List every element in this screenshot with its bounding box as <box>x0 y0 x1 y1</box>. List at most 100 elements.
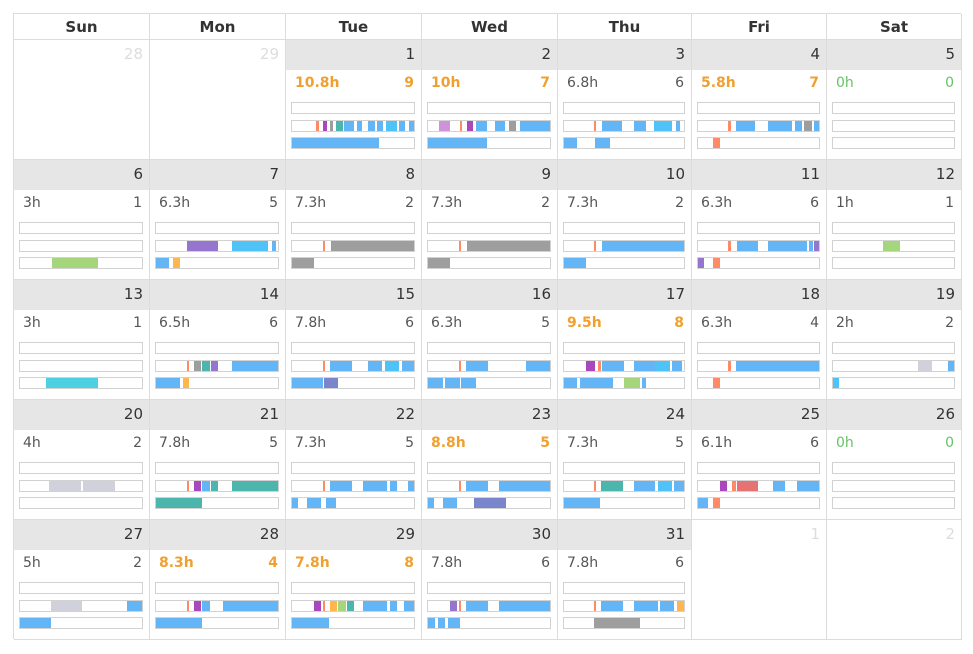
activity-bar-2[interactable] <box>155 240 279 252</box>
activity-segment[interactable] <box>428 498 435 508</box>
activity-segment[interactable] <box>602 361 624 371</box>
activity-segment[interactable] <box>674 481 684 491</box>
activity-bar-1[interactable] <box>697 462 820 474</box>
activity-bar-1[interactable] <box>697 342 820 354</box>
activity-bar-3[interactable] <box>291 377 415 389</box>
activity-segment[interactable] <box>447 618 460 628</box>
activity-bar-2[interactable] <box>563 360 685 372</box>
activity-segment[interactable] <box>329 121 334 131</box>
activity-bar-2[interactable] <box>291 600 415 612</box>
activity-segment[interactable] <box>882 241 900 251</box>
activity-segment[interactable] <box>633 481 656 491</box>
activity-segment[interactable] <box>525 361 550 371</box>
activity-segment[interactable] <box>728 121 731 131</box>
activity-segment[interactable] <box>602 121 622 131</box>
activity-segment[interactable] <box>458 481 461 491</box>
activity-segment[interactable] <box>156 378 181 388</box>
day-cell[interactable]: 17 9.5h 8 <box>558 280 692 400</box>
activity-bar-3[interactable] <box>19 257 143 269</box>
activity-segment[interactable] <box>346 601 355 611</box>
activity-segment[interactable] <box>210 361 219 371</box>
activity-segment[interactable] <box>728 241 731 251</box>
activity-segment[interactable] <box>186 361 189 371</box>
activity-segment[interactable] <box>731 481 736 491</box>
activity-segment[interactable] <box>459 121 463 131</box>
activity-segment[interactable] <box>642 378 646 388</box>
activity-bar-1[interactable] <box>291 342 415 354</box>
activity-segment[interactable] <box>465 361 488 371</box>
activity-segment[interactable] <box>712 498 720 508</box>
activity-bar-1[interactable] <box>563 582 685 594</box>
activity-bar-2[interactable] <box>832 360 955 372</box>
day-cell[interactable]: 20 4h 2 <box>14 400 150 520</box>
activity-segment[interactable] <box>624 378 640 388</box>
activity-bar-2[interactable] <box>832 480 955 492</box>
activity-segment[interactable] <box>655 361 670 371</box>
activity-bar-2[interactable] <box>19 360 143 372</box>
activity-bar-1[interactable] <box>291 222 415 234</box>
activity-segment[interactable] <box>202 361 210 371</box>
day-cell[interactable]: 29 7.8h 8 <box>286 520 422 640</box>
activity-bar-3[interactable] <box>155 257 279 269</box>
activity-bar-1[interactable] <box>563 222 685 234</box>
activity-segment[interactable] <box>445 378 460 388</box>
activity-segment[interactable] <box>814 121 819 131</box>
activity-bar-2[interactable] <box>697 480 820 492</box>
activity-bar-1[interactable] <box>427 222 551 234</box>
activity-bar-1[interactable] <box>427 102 551 114</box>
activity-segment[interactable] <box>182 378 189 388</box>
activity-bar-2[interactable] <box>291 120 415 132</box>
activity-segment[interactable] <box>460 378 476 388</box>
activity-segment[interactable] <box>465 481 488 491</box>
activity-segment[interactable] <box>292 378 323 388</box>
activity-segment[interactable] <box>322 601 325 611</box>
activity-segment[interactable] <box>322 361 325 371</box>
day-cell[interactable]: 14 6.5h 6 <box>150 280 286 400</box>
activity-segment[interactable] <box>467 241 550 251</box>
day-cell-outside-month[interactable]: 28 <box>14 40 150 160</box>
activity-segment[interactable] <box>156 498 203 508</box>
activity-bar-3[interactable] <box>832 497 955 509</box>
day-cell[interactable]: 23 8.8h 5 <box>422 400 558 520</box>
activity-segment[interactable] <box>594 121 597 131</box>
activity-segment[interactable] <box>947 361 954 371</box>
activity-segment[interactable] <box>428 258 450 268</box>
activity-segment[interactable] <box>292 138 379 148</box>
day-cell[interactable]: 18 6.3h 4 <box>692 280 827 400</box>
activity-bar-3[interactable] <box>155 497 279 509</box>
activity-bar-3[interactable] <box>697 377 820 389</box>
activity-segment[interactable] <box>231 241 269 251</box>
activity-segment[interactable] <box>458 601 461 611</box>
activity-segment[interactable] <box>292 618 329 628</box>
activity-segment[interactable] <box>193 601 202 611</box>
day-cell-outside-month[interactable]: 29 <box>150 40 286 160</box>
activity-bar-3[interactable] <box>563 137 685 149</box>
activity-segment[interactable] <box>508 121 516 131</box>
activity-bar-1[interactable] <box>563 342 685 354</box>
activity-bar-3[interactable] <box>427 257 551 269</box>
activity-bar-3[interactable] <box>697 497 820 509</box>
day-cell[interactable]: 3 6.8h 6 <box>558 40 692 160</box>
activity-bar-1[interactable] <box>563 462 685 474</box>
activity-segment[interactable] <box>326 498 336 508</box>
activity-segment[interactable] <box>399 121 406 131</box>
activity-bar-1[interactable] <box>697 102 820 114</box>
activity-bar-3[interactable] <box>427 617 551 629</box>
activity-segment[interactable] <box>672 361 682 371</box>
activity-segment[interactable] <box>193 361 202 371</box>
activity-segment[interactable] <box>313 601 322 611</box>
activity-bar-2[interactable] <box>19 480 143 492</box>
activity-bar-1[interactable] <box>291 582 415 594</box>
activity-segment[interactable] <box>474 498 507 508</box>
activity-segment[interactable] <box>231 361 278 371</box>
activity-segment[interactable] <box>735 361 816 371</box>
activity-segment[interactable] <box>322 481 325 491</box>
activity-segment[interactable] <box>186 481 189 491</box>
day-cell[interactable]: 8 7.3h 2 <box>286 160 422 280</box>
day-cell[interactable]: 11 6.3h 6 <box>692 160 827 280</box>
day-cell[interactable]: 2 10h 7 <box>422 40 558 160</box>
activity-bar-1[interactable] <box>563 102 685 114</box>
activity-bar-1[interactable] <box>155 462 279 474</box>
activity-segment[interactable] <box>338 601 346 611</box>
activity-bar-3[interactable] <box>19 617 143 629</box>
